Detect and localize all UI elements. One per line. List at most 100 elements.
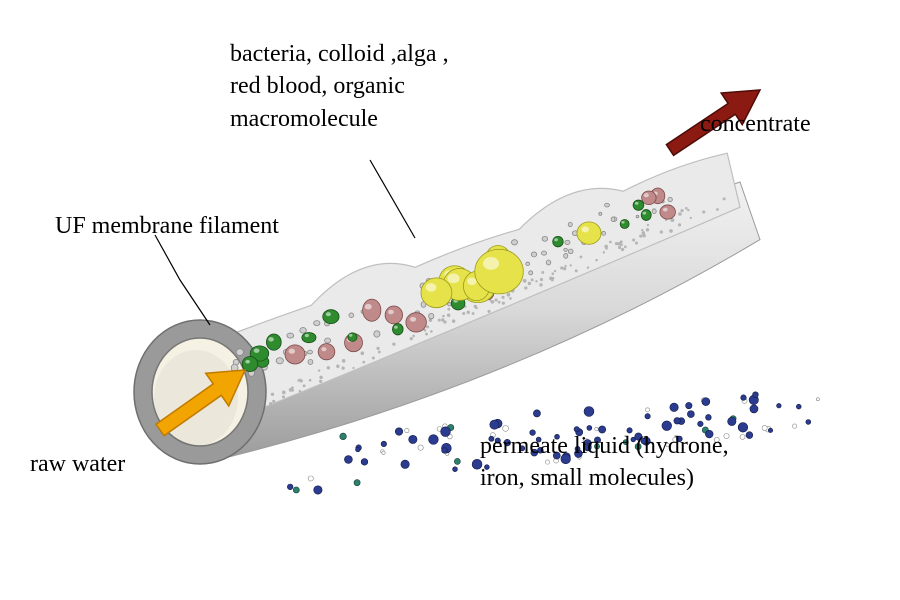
retained-small [564,253,568,258]
membrane-pore [362,361,365,364]
membrane-pore [472,312,475,315]
retained-small [546,260,551,265]
membrane-pore [447,308,450,311]
membrane-pore [495,298,498,301]
retained-small [652,209,656,214]
retained-small [287,333,294,338]
retained-colloid [285,345,305,364]
retained-small [668,197,672,201]
retained-small [236,349,243,356]
permeate-particle [728,417,736,425]
permeate-particle [401,460,409,468]
membrane-pore [303,384,306,387]
membrane-pore [531,278,534,281]
retained-alga [323,310,339,324]
membrane-pore [426,325,429,328]
retained-colloid [642,191,656,205]
membrane-pore [269,402,272,405]
membrane-pore [678,212,682,216]
membrane-pore [282,395,285,398]
membrane-pore [723,197,726,200]
retained-bacteria [421,278,452,308]
retained-alga [348,333,357,342]
membrane-pore [319,380,322,383]
retained-small [564,248,568,251]
membrane-pore [639,234,642,237]
membrane-pore [467,311,470,314]
membrane-pore [447,314,450,317]
membrane-pore [299,379,302,382]
membrane-pore [540,278,543,281]
retained-particles-label: bacteria, colloid ,alga , red blood, org… [230,38,449,135]
permeate-particle [740,434,745,439]
retained-small [568,249,573,254]
permeate-particle [746,432,753,439]
membrane-pore [552,277,554,279]
retained-alga [393,324,404,335]
membrane-pore [509,297,512,300]
membrane-pore [498,301,501,304]
permeate-particle [293,487,299,493]
retained-small [599,212,602,215]
membrane-pore [474,305,477,308]
membrane-pore [336,365,339,368]
retained-colloid [660,205,676,219]
membrane-pore [319,376,322,379]
retained-alga [620,219,629,228]
membrane-pore [272,400,275,403]
permeate-particle [429,435,439,445]
retained-colloid [385,306,402,324]
retained-alga [266,334,281,350]
raw-water-label: raw water [30,448,125,480]
membrane-pore [430,330,433,333]
membrane-pore [342,359,346,363]
membrane-pore [560,266,563,269]
permeate-particle [382,451,385,454]
permeate-particle [308,476,313,481]
membrane-pore [487,310,490,313]
membrane-pore [378,351,381,354]
membrane-pore [442,315,445,318]
permeate-particle [442,448,448,454]
permeate-particle [741,395,747,401]
membrane-pore [702,211,705,214]
membrane-pore [554,270,556,272]
membrane-pore [327,366,330,369]
permeate-particle [706,414,712,420]
membrane-pore [618,246,621,249]
membrane-pore [678,223,681,226]
membrane-pore [635,242,638,245]
membrane-pore [452,319,455,322]
permeate-particle [645,408,649,412]
membrane-pore [376,347,379,350]
permeate-particle [418,445,423,450]
permeate-particle [645,414,650,419]
permeate-particle [768,428,772,432]
membrane-pore [271,393,274,396]
membrane-pore [685,207,688,210]
permeate-particle [687,411,694,418]
retained-colloid [363,299,381,321]
membrane-pore [595,259,598,262]
membrane-pore [318,369,320,371]
membrane-pore [392,342,395,345]
permeate-particle [287,484,293,490]
permeate-particle [777,403,782,408]
retained-small [531,252,536,257]
membrane-pore [425,333,428,336]
permeate-particle [584,406,594,416]
retained-alga [302,332,316,342]
membrane-pore [646,228,649,231]
membrane-pore [609,241,612,244]
retained-bacteria [475,249,524,294]
membrane-pore [716,208,719,211]
permeate-particle [395,428,403,436]
membrane-pore [539,283,542,286]
permeate-particle [670,403,678,411]
retained-small [568,222,572,226]
permeate-particle [454,458,460,464]
membrane-pore [552,272,555,275]
membrane-pore [669,229,673,233]
retained-small [325,338,331,343]
membrane-pore [541,271,544,274]
